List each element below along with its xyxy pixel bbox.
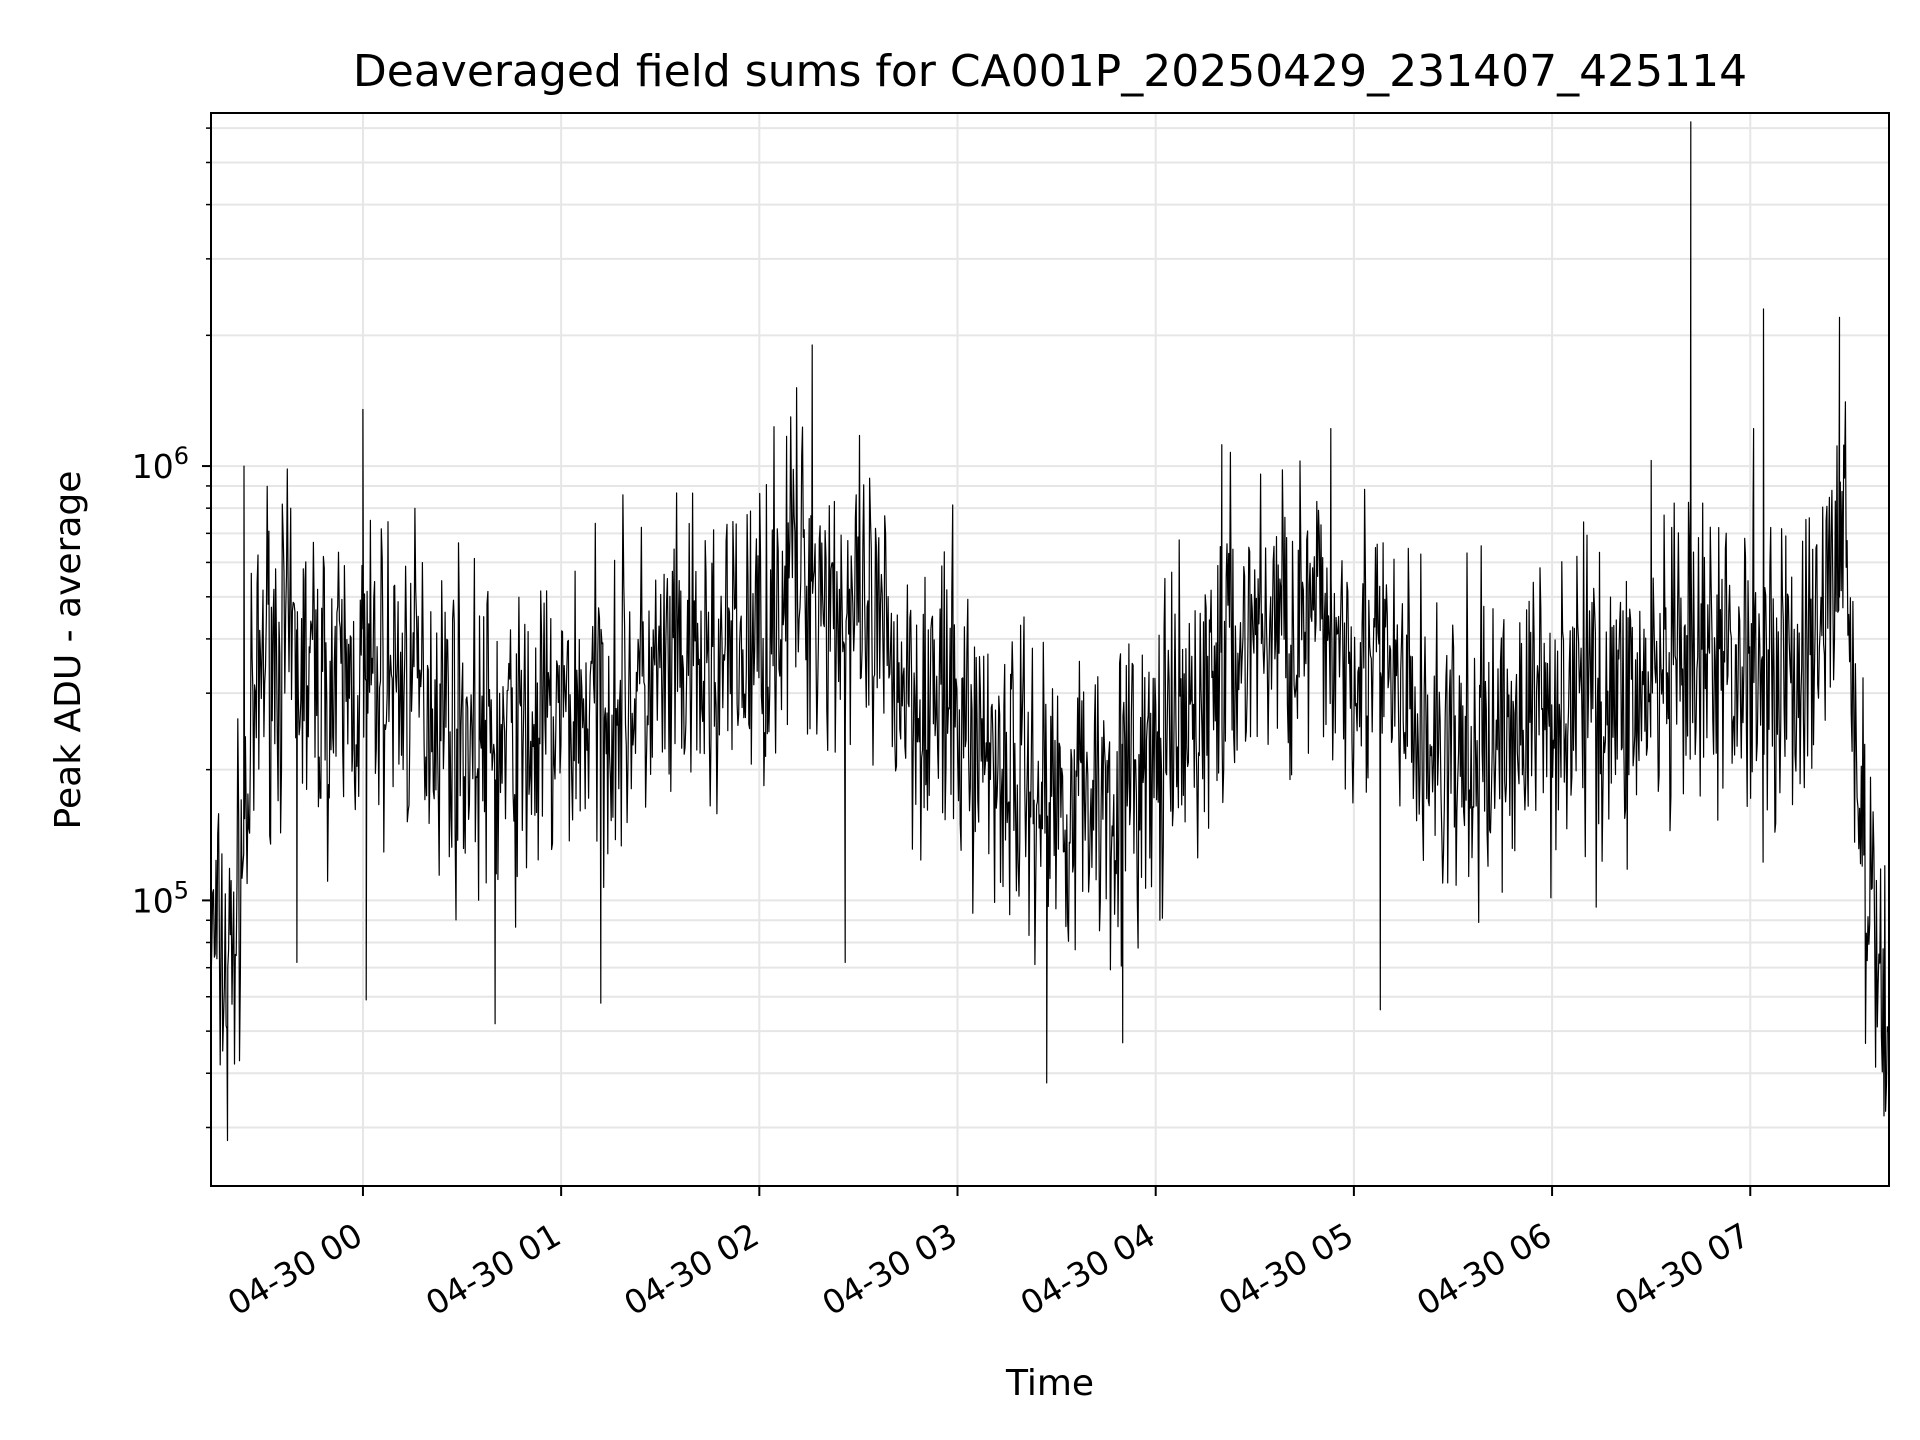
series-layer [210,121,1890,1142]
y-axis-label: Peak ADU - average [48,471,89,830]
plot-frame [210,112,1890,1187]
series-line [210,121,1890,1142]
x-axis-label: Time [1005,1363,1094,1404]
chart-title: Deaveraged field sums for CA001P_2025042… [353,46,1747,97]
y-tick-label: 105 [132,876,189,920]
grid [211,113,1889,1186]
plot-background [211,113,1889,1186]
y-tick-label: 106 [132,442,189,486]
